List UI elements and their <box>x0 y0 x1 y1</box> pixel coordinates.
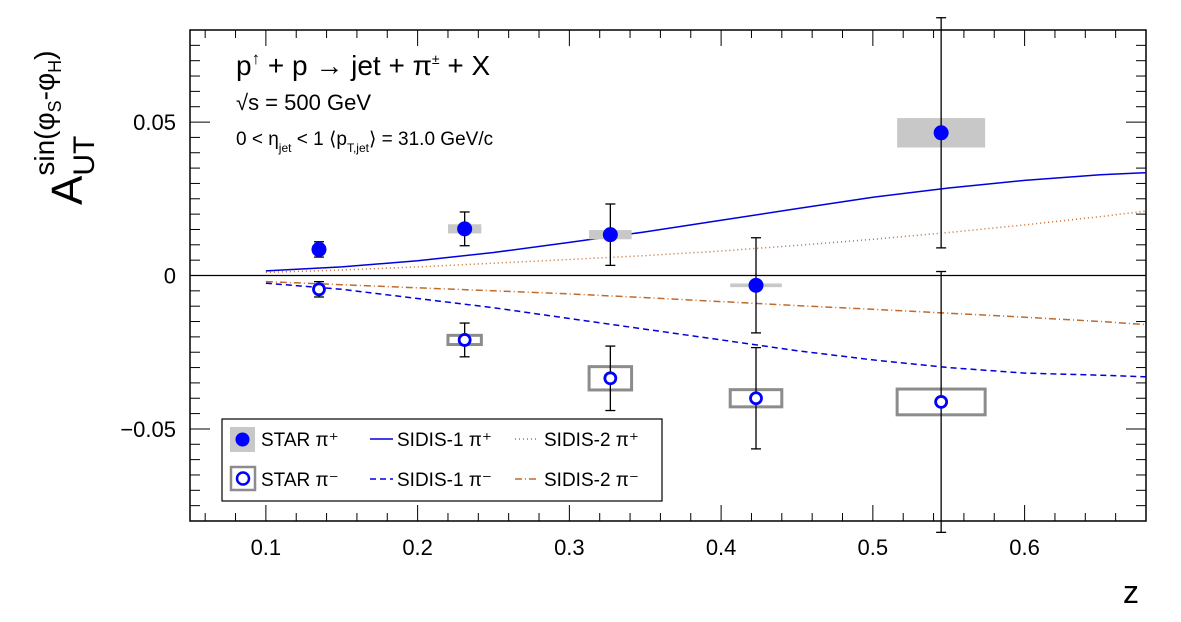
point-pi-plus <box>602 227 618 243</box>
kinematics-label: 0 < ηjet < 1 ⟨pT,jet⟩ = 31.0 GeV/c <box>236 129 493 155</box>
x-tick-label: 0.4 <box>706 535 737 560</box>
legend: STAR π⁺ SIDIS-1 π⁺ SIDIS-2 π⁺ STAR π⁻ SI… <box>221 418 663 502</box>
y-tick-label: 0.05 <box>133 110 176 135</box>
energy-label: √s = 500 GeV <box>236 90 371 115</box>
legend-star-pi-plus-marker <box>235 432 250 447</box>
legend-sidis2-pi-minus-label: SIDIS-2 π⁻ <box>544 470 639 491</box>
point-pi-minus <box>312 282 326 297</box>
point-pi-plus <box>748 277 764 293</box>
point-pi-minus <box>457 333 472 347</box>
point-pi-minus <box>934 395 949 409</box>
legend-sidis1-pi-plus-label: SIDIS-1 π⁺ <box>397 430 492 451</box>
x-tick-label: 0.2 <box>402 535 433 560</box>
model-curves <box>265 171 1146 378</box>
axes: 0.1 0.2 0.3 0.4 0.5 0.6 −0.05 0 0.05 <box>120 29 1147 560</box>
x-tick-label: 0.5 <box>858 535 889 560</box>
y-tick-label: 0 <box>164 264 176 289</box>
x-tick-label: 0.6 <box>1009 535 1040 560</box>
plot-annotations: p↑ + p → jet + π± + X √s = 500 GeV 0 < η… <box>236 49 493 155</box>
y-axis-title: AUTsin(φS-φH) <box>29 51 101 205</box>
curve-solid <box>265 171 1146 272</box>
point-pi-minus <box>603 371 618 386</box>
point-pi-minus <box>749 391 763 406</box>
curve-dashdot <box>265 280 1146 326</box>
point-pi-plus <box>457 221 473 237</box>
legend-box <box>221 418 663 502</box>
reaction-label: p↑ + p → jet + π± + X <box>236 49 491 81</box>
y-tick-label: −0.05 <box>120 417 176 442</box>
curve-dotted <box>265 210 1146 274</box>
point-pi-plus <box>933 125 949 141</box>
legend-star-pi-minus-sys <box>229 465 257 492</box>
x-axis-title: z <box>1123 574 1139 610</box>
legend-star-pi-minus-marker <box>235 471 251 486</box>
data-points <box>311 17 987 534</box>
legend-star-pi-minus-label: STAR π⁻ <box>261 470 339 491</box>
curve-dashed <box>265 282 1146 378</box>
x-tick-label: 0.3 <box>554 535 585 560</box>
point-pi-plus <box>311 241 327 257</box>
x-tick-label: 0.1 <box>251 535 282 560</box>
legend-star-pi-plus-label: STAR π⁺ <box>261 430 339 451</box>
legend-sidis1-pi-minus-label: SIDIS-1 π⁻ <box>397 470 492 491</box>
legend-sidis2-pi-plus-label: SIDIS-2 π⁺ <box>544 430 639 451</box>
